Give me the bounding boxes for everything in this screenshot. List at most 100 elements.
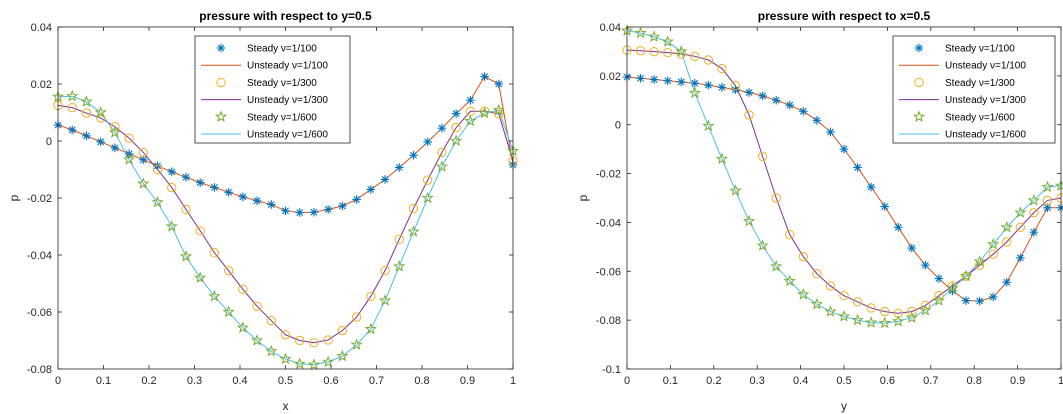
data-point	[466, 95, 475, 105]
data-point	[865, 316, 878, 328]
y-tick-label: -0.06	[27, 307, 52, 319]
y-tick-label: 0.04	[31, 22, 52, 34]
data-point	[785, 229, 795, 240]
data-point	[265, 344, 278, 357]
data-point	[757, 151, 768, 162]
data-point	[742, 214, 756, 227]
data-point	[987, 237, 1000, 250]
series-layer	[52, 72, 519, 370]
data-point	[95, 113, 106, 123]
y-tick-label: -0.08	[596, 315, 621, 327]
series-line-6	[57, 95, 514, 366]
data-point	[703, 55, 714, 65]
data-point	[394, 234, 404, 245]
data-point	[783, 274, 796, 287]
legend-swatch	[216, 77, 226, 88]
x-tick-label: 0.3	[750, 375, 765, 387]
data-point	[704, 80, 713, 90]
data-point	[934, 274, 944, 283]
data-point	[338, 201, 347, 211]
series-markers-5	[621, 24, 1063, 329]
legend-label: Unsteady ν=1/300	[945, 95, 1026, 106]
data-point	[407, 225, 420, 237]
data-point	[663, 76, 672, 86]
chart-title: pressure with respect to x=0.5	[758, 9, 931, 23]
data-point	[110, 143, 120, 153]
x-tick-label: 0.1	[96, 375, 111, 387]
data-point	[336, 349, 349, 362]
data-point	[744, 110, 754, 120]
series-markers-1	[622, 72, 1063, 306]
data-point	[1029, 227, 1039, 237]
data-point	[1042, 195, 1053, 206]
x-tick-label: 0.8	[414, 375, 429, 387]
data-point	[636, 74, 645, 83]
data-point	[988, 292, 998, 302]
data-point	[1041, 180, 1054, 193]
axes	[57, 26, 514, 370]
legend-label: Unsteady ν=1/100	[945, 61, 1026, 72]
data-point	[124, 133, 134, 143]
data-point	[393, 259, 406, 272]
data-point	[480, 72, 489, 81]
data-point	[919, 303, 932, 316]
data-point	[634, 26, 647, 39]
data-point	[208, 289, 221, 302]
data-point	[366, 185, 376, 194]
data-point	[959, 269, 973, 282]
x-tick-label: 0.7	[369, 375, 384, 387]
data-point	[648, 30, 661, 42]
data-point	[492, 103, 505, 116]
data-point	[961, 296, 971, 305]
data-point	[307, 358, 321, 370]
data-point	[1029, 207, 1039, 218]
x-tick-label: 1	[1058, 375, 1063, 387]
x-tick-label: 1	[510, 375, 516, 387]
data-point	[797, 288, 810, 300]
data-point	[110, 122, 120, 132]
data-point	[851, 313, 864, 326]
data-point	[394, 163, 404, 172]
data-point	[322, 355, 335, 368]
data-point	[152, 164, 163, 175]
y-tick-label: 0.04	[600, 22, 621, 34]
legend-label: Unsteady ν=1/600	[945, 130, 1026, 141]
data-point	[82, 131, 91, 141]
axes	[626, 26, 1062, 370]
data-point	[771, 95, 781, 105]
data-point	[852, 297, 863, 307]
data-point	[323, 335, 333, 345]
data-point	[309, 207, 319, 217]
x-tick-label: 0.9	[460, 375, 475, 387]
x-tick-label: 0	[624, 375, 630, 387]
data-point	[1002, 237, 1012, 247]
x-axis-label: x	[283, 399, 289, 413]
data-point	[223, 265, 234, 276]
data-point	[364, 322, 377, 335]
data-point	[122, 153, 136, 165]
legend-swatch	[914, 77, 924, 88]
data-point	[266, 315, 276, 326]
data-point	[771, 193, 781, 203]
data-point	[279, 352, 292, 365]
data-point	[293, 357, 306, 370]
data-point	[729, 184, 742, 196]
data-point	[309, 338, 319, 348]
legend-label: Steady ν=1/600	[945, 112, 1015, 123]
x-tick-label: 0.9	[1010, 375, 1025, 387]
legend-label: Steady ν=1/600	[247, 112, 317, 123]
data-point	[224, 188, 233, 197]
data-point	[478, 106, 491, 119]
series-line-6	[626, 30, 1062, 324]
data-point	[907, 243, 917, 253]
data-point	[165, 220, 178, 232]
y-tick-label: -0.02	[596, 169, 621, 181]
data-point	[1016, 253, 1025, 263]
data-point	[323, 205, 333, 214]
data-point	[1015, 222, 1026, 233]
data-point	[250, 334, 264, 346]
data-point	[676, 77, 686, 87]
chart-1: 0 0.1 0.2 0.3 0.4 0.5 0.6 0.7 0.8 0.9 1 -0.08 -0.06 -…	[7, 9, 519, 413]
data-point	[973, 255, 986, 267]
legend-label: Steady ν=1/100	[247, 44, 317, 55]
